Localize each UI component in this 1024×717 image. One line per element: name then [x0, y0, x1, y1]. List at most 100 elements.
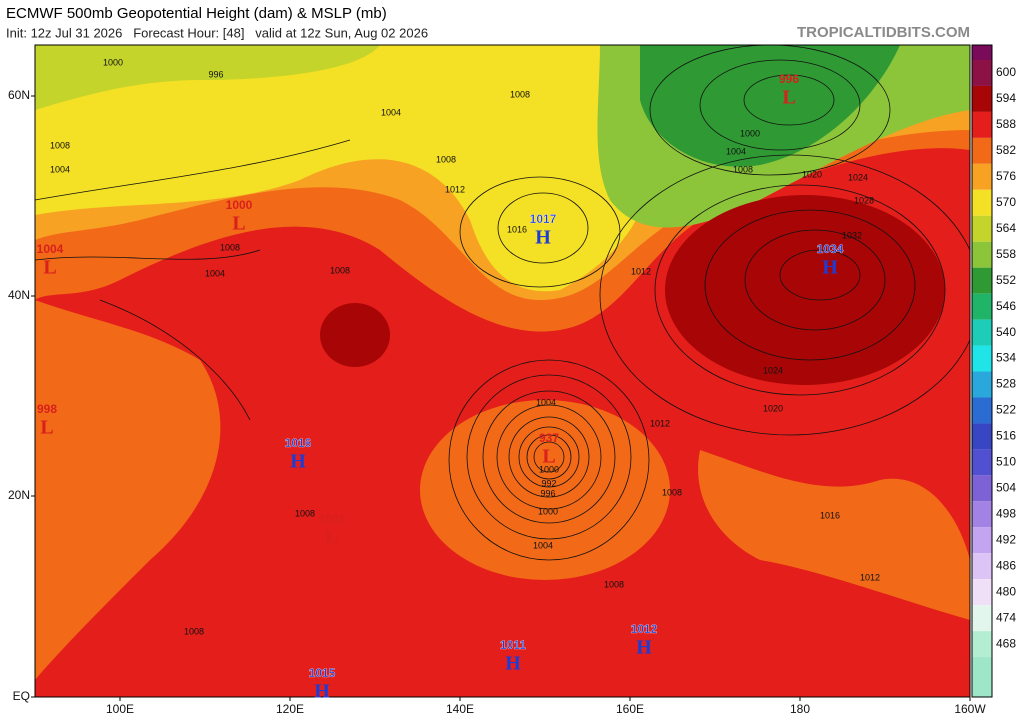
colorbar-tail	[972, 657, 992, 697]
colorbar-cell	[972, 345, 992, 372]
isobar-label: 1016	[507, 224, 527, 234]
colorbar-label: 576	[996, 169, 1016, 183]
colorbar-label: 516	[996, 429, 1016, 443]
isobar-label: 1004	[536, 397, 556, 407]
isobar-label: 1012	[860, 572, 880, 582]
isobar-label: 1008	[662, 487, 682, 497]
map-area	[35, 45, 970, 697]
isobar-label: 1004	[533, 540, 553, 550]
lat-label: EQ	[13, 689, 30, 703]
center-value: 937	[539, 431, 559, 445]
lat-label: 40N	[8, 288, 30, 302]
korea-core	[320, 303, 390, 367]
colorbar-label: 480	[996, 584, 1016, 598]
colorbar-label: 498	[996, 506, 1016, 520]
center-letter: L	[232, 213, 245, 235]
center-letter: H	[505, 653, 521, 675]
lon-label: 100E	[106, 702, 134, 716]
lon-label: 180	[790, 702, 810, 716]
colorbar-cell	[972, 85, 992, 112]
source: TROPICALTIDBITS.COM	[797, 24, 970, 41]
lat-label: 20N	[8, 488, 30, 502]
center-letter: L	[43, 257, 56, 279]
colorbar-cell	[972, 605, 992, 632]
shade-552	[640, 45, 900, 167]
colorbar-cell	[972, 553, 992, 580]
colorbar-label: 474	[996, 610, 1016, 624]
colorbar-label: 468	[996, 636, 1016, 650]
colorbar-cell	[972, 267, 992, 294]
center-value: 1015	[309, 666, 336, 680]
colorbar-cell	[972, 60, 992, 86]
colorbar-cell	[972, 319, 992, 346]
isobar-label: 1008	[436, 154, 456, 164]
isobar-label: 1004	[50, 164, 70, 174]
isobar-label: 1008	[295, 508, 315, 518]
colorbar-cell	[972, 111, 992, 138]
title: ECMWF 500mb Geopotential Height (dam) & …	[6, 5, 387, 22]
center-value: 1034	[817, 242, 844, 256]
lon-label: 140E	[446, 702, 474, 716]
colorbar-label: 570	[996, 195, 1016, 209]
isobar-label: 1004	[381, 107, 401, 117]
isobar-label: 1012	[445, 184, 465, 194]
colorbar-label: 540	[996, 325, 1016, 339]
high-core	[665, 195, 945, 385]
colorbar-label: 492	[996, 532, 1016, 546]
isobar-label: 1020	[763, 403, 783, 413]
colorbar-cell	[972, 241, 992, 268]
colorbar-cell	[972, 163, 992, 190]
center-letter: L	[40, 417, 53, 439]
colorbar-label: 600	[996, 65, 1016, 79]
colorbar-label: 546	[996, 299, 1016, 313]
colorbar-label: 486	[996, 558, 1016, 572]
isobar-label: 1024	[848, 172, 868, 182]
center-value: 1016	[285, 436, 312, 450]
colorbar-frame	[971, 44, 993, 698]
lat-label: 60N	[8, 88, 30, 102]
isobar-label: 1008	[604, 579, 624, 589]
isobar-label: 1016	[820, 510, 840, 520]
isobar-label: 1020	[802, 169, 822, 179]
isobar-label: 1004	[726, 146, 746, 156]
colorbar-label: 504	[996, 481, 1016, 495]
colorbar-label: 564	[996, 221, 1016, 235]
isobar-label: 1008	[50, 140, 70, 150]
isobar-label: 996	[208, 69, 223, 79]
center-value: 996	[779, 72, 799, 86]
colorbar-label: 552	[996, 273, 1016, 287]
center-letter: H	[290, 451, 306, 473]
colorbar-cap	[972, 45, 992, 60]
center-letter: H	[636, 637, 652, 659]
isobar-label: 1008	[510, 89, 530, 99]
isobar-label: 1012	[631, 266, 651, 276]
center-value: 1012	[631, 622, 658, 636]
isobar-label: 1000	[740, 128, 760, 138]
shade-582-sw	[35, 300, 221, 680]
colorbar-cell	[972, 579, 992, 606]
colorbar-label: 510	[996, 455, 1016, 469]
colorbar-label: 582	[996, 143, 1016, 157]
isobar-label: 1004	[205, 268, 225, 278]
colorbar-cell	[972, 397, 992, 424]
colorbar-label: 588	[996, 117, 1016, 131]
colorbar-cell	[972, 423, 992, 450]
lon-label: 120E	[276, 702, 304, 716]
colorbar-label: 534	[996, 351, 1016, 365]
colorbar-cell	[972, 189, 992, 216]
isobar-label: 1008	[220, 242, 240, 252]
shade-564	[35, 45, 380, 110]
colorbar-label: 522	[996, 403, 1016, 417]
colorbar-cell	[972, 501, 992, 528]
colorbar-cell	[972, 215, 992, 242]
colorbar-label: 558	[996, 247, 1016, 261]
center-letter: L	[782, 87, 795, 109]
colorbar-cell	[972, 527, 992, 554]
isobar-label: 1008	[330, 265, 350, 275]
center-letter: H	[535, 227, 551, 249]
map-frame	[34, 44, 971, 698]
isobar-label: 996	[540, 488, 555, 498]
center-value: 1001	[319, 512, 346, 526]
